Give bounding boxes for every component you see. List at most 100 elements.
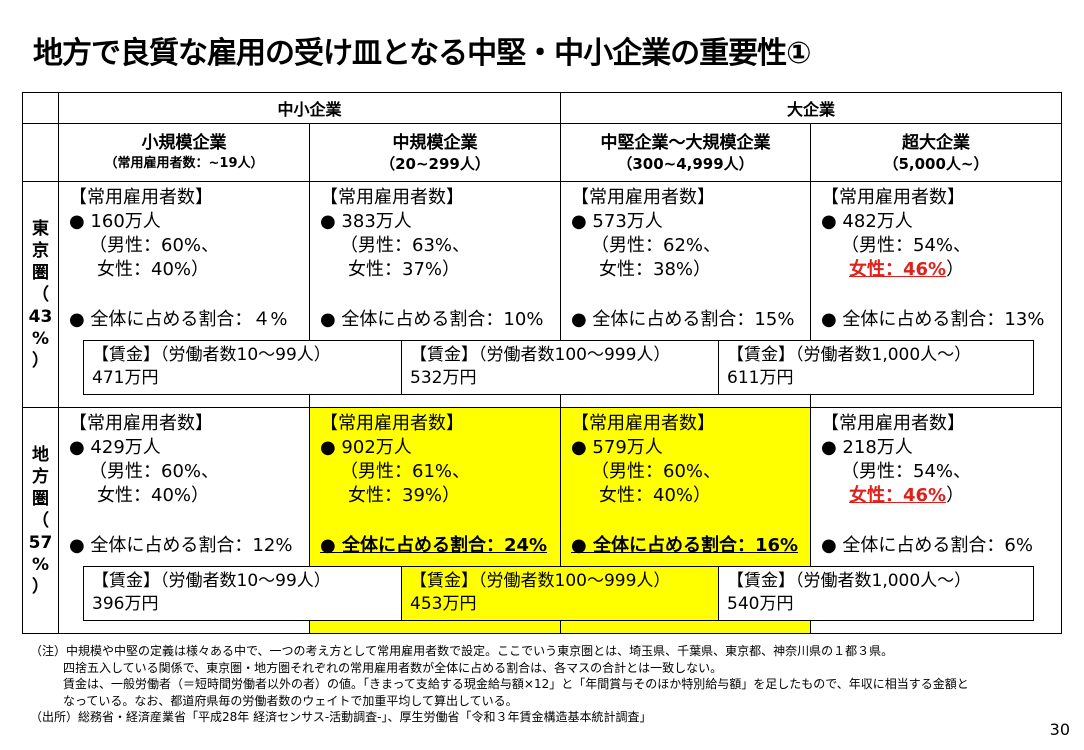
share-of-total: ● 全体に占める割合：12%: [69, 535, 293, 556]
wage-label: 【賃金】（労働者数100～999人）: [410, 345, 671, 365]
wage-value: 611万円: [727, 368, 794, 388]
share-of-total: ● 全体に占める割合：４%: [69, 309, 288, 330]
source-line: （出所）総務省・経済産業省「平成28年 経済センサス-活動調査-」、厚生労働省「…: [30, 710, 652, 724]
male-ratio: （男性：61%、: [340, 461, 471, 482]
region-char: ）: [32, 576, 49, 597]
region-char: 圏: [32, 262, 49, 283]
column-title: 中規模企業: [392, 132, 478, 153]
employees-label: 【常用雇用者数】: [821, 187, 965, 208]
male-ratio: （男性：60%、: [89, 461, 220, 482]
column-title: 小規模企業: [141, 132, 227, 153]
region-char: ）: [32, 350, 49, 371]
column-subtitle: （5,000人~）: [883, 154, 989, 173]
employee-count: ● 482万人: [821, 211, 913, 232]
corner-cell: [22, 92, 59, 124]
region-label-tokyo: 東 京 圏 （ 43 % ）: [22, 181, 59, 408]
share-of-total: ● 全体に占める割合：10%: [320, 309, 544, 330]
female-ratio: 女性：46%）: [821, 258, 1061, 282]
male-ratio: （男性：62%、: [591, 235, 722, 256]
wage-large: 【賃金】（労働者数1,000人～） 540万円: [719, 567, 1032, 620]
female-ratio-highlight: 女性：46%: [849, 485, 947, 506]
region-char: 43: [28, 306, 53, 327]
tokyo-cell-mega: 【常用雇用者数】 ● 482万人 （男性：54%、 女性：46%） ● 全体に占…: [810, 181, 1062, 408]
wage-label: 【賃金】（労働者数10～99人）: [92, 571, 331, 591]
band-sme: 中小企業: [58, 92, 561, 124]
column-header-small: 小規模企業 （常用雇用者数：~19人）: [58, 123, 310, 182]
employee-count: ● 902万人: [320, 437, 412, 458]
wage-mid: 【賃金】（労働者数100～999人） 532万円: [402, 341, 719, 394]
female-ratio: 女性：39%）: [348, 485, 461, 506]
footnotes: （注）中規模や中堅の定義は様々ある中で、一つの考え方として常用雇用者数で設定。こ…: [30, 643, 969, 726]
female-ratio: 女性：37%）: [348, 259, 461, 280]
female-ratio: 女性：40%）: [599, 485, 712, 506]
column-header-medium: 中規模企業 （20~299人）: [309, 123, 561, 182]
employee-count: ● 383万人: [320, 211, 412, 232]
region-label-local: 地 方 圏 （ 57 % ）: [22, 407, 59, 634]
female-ratio: 女性：38%）: [599, 259, 712, 280]
wage-value: 540万円: [727, 594, 794, 614]
note-line: なっている。なお、都道府県毎の労働者数のウェイトで加重平均して算出している。: [63, 693, 518, 708]
region-char: %: [31, 328, 50, 349]
region-char: （: [32, 284, 49, 305]
share-of-total: ● 全体に占める割合：16%: [571, 535, 799, 556]
employees-label: 【常用雇用者数】: [571, 413, 715, 434]
local-wage-box: 【賃金】（労働者数10～99人） 396万円 【賃金】（労働者数100～999人…: [83, 566, 1034, 621]
employee-count: ● 573万人: [571, 211, 663, 232]
employees-label: 【常用雇用者数】: [571, 187, 715, 208]
share-of-total: ● 全体に占める割合：13%: [821, 309, 1045, 330]
wage-value: 471万円: [92, 368, 159, 388]
paren-close: ）: [946, 485, 965, 506]
column-subtitle: （常用雇用者数：~19人）: [104, 155, 264, 171]
employees-label: 【常用雇用者数】: [320, 413, 464, 434]
male-ratio: （男性：54%、: [841, 461, 972, 482]
column-header-midsize: 中堅企業～大規模企業 （300~4,999人）: [560, 123, 811, 182]
column-title: 中堅企業～大規模企業: [600, 132, 771, 153]
local-cell-mega: 【常用雇用者数】 ● 218万人 （男性：54%、 女性：46%） ● 全体に占…: [810, 407, 1062, 634]
share-of-total: ● 全体に占める割合：15%: [571, 309, 795, 330]
employee-count: ● 218万人: [821, 437, 913, 458]
female-ratio: 女性：40%）: [97, 259, 210, 280]
column-header-mega: 超大企業 （5,000人~）: [810, 123, 1062, 182]
page-number: 30: [1049, 720, 1070, 739]
region-char: 京: [32, 240, 49, 261]
paren-close: ）: [946, 259, 965, 280]
column-subtitle: （300~4,999人）: [617, 154, 754, 173]
note-line: （注）中規模や中堅の定義は様々ある中で、一つの考え方として常用雇用者数で設定。こ…: [30, 644, 894, 658]
female-ratio: 女性：46%）: [821, 484, 1061, 508]
male-ratio: （男性：54%、: [841, 235, 972, 256]
column-title: 超大企業: [902, 132, 970, 153]
male-ratio: （男性：63%、: [340, 235, 471, 256]
share-of-total: ● 全体に占める割合：6%: [821, 535, 1033, 556]
band-large: 大企業: [560, 92, 1062, 124]
region-char: 57: [28, 532, 53, 553]
local-cell-small: 【常用雇用者数】 ● 429万人 （男性：60%、 女性：40%） ● 全体に占…: [58, 407, 310, 634]
wage-label: 【賃金】（労働者数100～999人）: [410, 571, 671, 591]
employee-count: ● 160万人: [69, 211, 161, 232]
region-char: %: [31, 554, 50, 575]
tokyo-cell-medium: 【常用雇用者数】 ● 383万人 （男性：63%、 女性：37%） ● 全体に占…: [309, 181, 561, 408]
region-char: 圏: [32, 488, 49, 509]
female-ratio-highlight: 女性：46%: [849, 259, 947, 280]
region-char: （: [32, 510, 49, 531]
column-subtitle: （20~299人）: [380, 154, 490, 173]
note-line: 四捨五入している関係で、東京圏・地方圏それぞれの常用雇用者数が全体に占める割合は…: [63, 660, 723, 675]
female-ratio: 女性：40%）: [97, 485, 210, 506]
wage-small: 【賃金】（労働者数10～99人） 471万円: [84, 341, 402, 394]
employees-label: 【常用雇用者数】: [821, 413, 965, 434]
wage-label: 【賃金】（労働者数1,000人～）: [727, 571, 972, 591]
wage-mid: 【賃金】（労働者数100～999人） 453万円: [402, 567, 719, 620]
wage-value: 532万円: [410, 368, 477, 388]
region-char: 東: [32, 218, 49, 239]
wage-value: 453万円: [410, 594, 477, 614]
employees-label: 【常用雇用者数】: [69, 413, 213, 434]
tokyo-cell-small: 【常用雇用者数】 ● 160万人 （男性：60%、 女性：40%） ● 全体に占…: [58, 181, 310, 408]
page-title: 地方で良質な雇用の受け皿となる中堅・中小企業の重要性①: [33, 36, 811, 71]
wage-label: 【賃金】（労働者数1,000人～）: [727, 345, 972, 365]
share-of-total: ● 全体に占める割合：24%: [320, 535, 548, 556]
employees-label: 【常用雇用者数】: [320, 187, 464, 208]
wage-label: 【賃金】（労働者数10～99人）: [92, 345, 331, 365]
employees-label: 【常用雇用者数】: [69, 187, 213, 208]
wage-small: 【賃金】（労働者数10～99人） 396万円: [84, 567, 402, 620]
note-line: 賃金は、一般労働者（＝短時間労働者以外の者）の値。「きまって支給する現金給与額×…: [63, 677, 969, 691]
employee-count: ● 429万人: [69, 437, 161, 458]
